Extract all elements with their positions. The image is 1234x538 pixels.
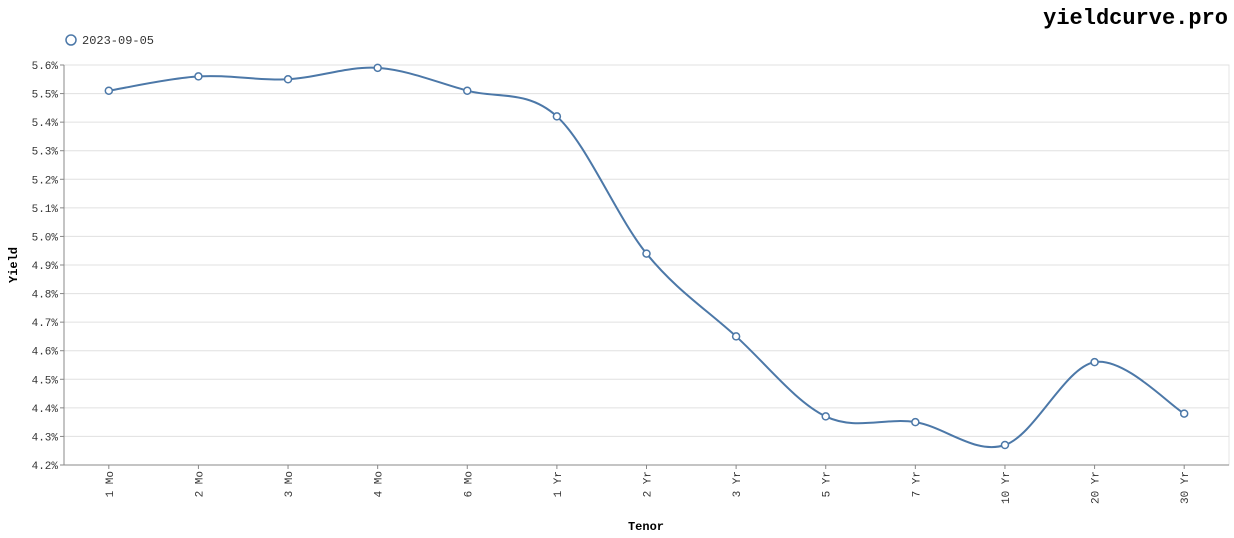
x-tick-label: 3 Yr [732, 471, 744, 497]
x-tick-label: 3 Mo [284, 471, 296, 497]
point [552, 112, 562, 121]
y-tick-label: 4.2% [32, 461, 59, 473]
x-tick-label: 4 Mo [374, 471, 386, 497]
y-tick-label: 5.1% [32, 204, 59, 216]
y-tick-label: 4.9% [32, 261, 59, 273]
x-tick-label: 6 Mo [463, 471, 475, 497]
point [104, 86, 114, 95]
point [731, 332, 741, 341]
y-tick-label: 4.5% [32, 375, 59, 387]
y-tick-label: 5.4% [32, 118, 59, 130]
y-tick-label: 4.6% [32, 347, 59, 359]
y-tick-label: 4.4% [32, 404, 59, 416]
point [1090, 357, 1099, 367]
x-tick-label: 2 Mo [194, 471, 206, 497]
x-tick-label: 7 Yr [911, 471, 923, 497]
y-tick-label: 5.6% [32, 61, 59, 73]
x-axis-title: Tenor [628, 520, 664, 534]
chart-title: yieldcurve.pro [1043, 6, 1228, 31]
y-axis-title: Yield [7, 247, 21, 283]
x-tick-label: 10 Yr [1001, 471, 1013, 504]
y-tick-label: 4.7% [32, 318, 59, 330]
point [642, 249, 651, 258]
x-tick-label: 1 Yr [553, 471, 565, 497]
point [463, 86, 472, 95]
x-tick-label: 20 Yr [1091, 471, 1103, 504]
point [283, 75, 293, 84]
y-tick-label: 5.3% [32, 147, 59, 159]
x-tick-label: 2 Yr [643, 471, 655, 497]
y-tick-label: 4.3% [32, 432, 59, 444]
point [821, 412, 830, 421]
point [1179, 409, 1189, 418]
point [194, 72, 203, 81]
point [911, 417, 920, 427]
x-tick-label: 30 Yr [1180, 471, 1192, 504]
y-tick-label: 5.2% [32, 175, 59, 187]
legend-symbol [65, 34, 77, 46]
point [1000, 440, 1010, 450]
y-tick-label: 5.5% [32, 90, 59, 102]
y-tick-label: 4.8% [32, 290, 59, 302]
legend-label: 2023-09-05 [82, 34, 154, 48]
x-tick-label: 5 Yr [822, 471, 834, 497]
point [373, 63, 382, 73]
y-tick-label: 5.0% [32, 232, 59, 244]
x-tick-label: 1 Mo [105, 471, 117, 497]
